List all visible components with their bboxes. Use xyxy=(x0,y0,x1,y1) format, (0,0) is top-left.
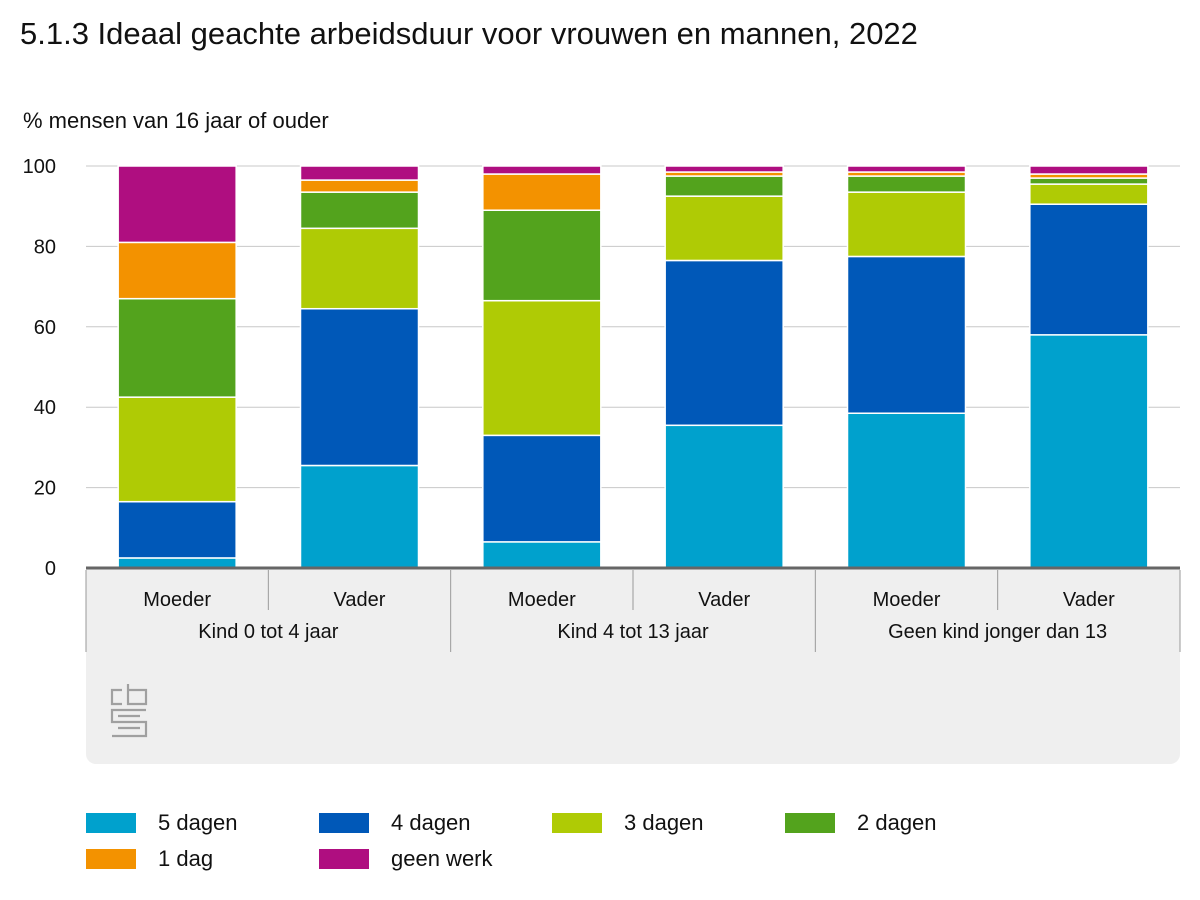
x-axis-labels: Moeder Vader Moeder Vader Moeder Vader Kind 0 … xyxy=(85,570,1181,652)
legend-item: 5 dagen xyxy=(86,810,238,836)
legend-label: 3 dagen xyxy=(624,810,704,835)
x-tick-label: Vader xyxy=(334,589,386,611)
cbs-logo xyxy=(110,684,148,738)
bar-segment-geen-werk xyxy=(664,165,784,173)
legend-label: 4 dagen xyxy=(391,810,471,835)
x-tick-label: Vader xyxy=(1063,589,1115,611)
y-tick-label: 40 xyxy=(34,397,56,419)
legend-label: 5 dagen xyxy=(158,810,238,835)
bar-segment-4-dagen xyxy=(299,307,420,467)
bar-segment-2-dagen xyxy=(482,209,602,302)
bar-segment-4-dagen xyxy=(846,255,967,414)
bar-segment-2-dagen xyxy=(846,175,967,193)
y-tick-label: 80 xyxy=(34,236,56,258)
bar-segment-1-dag xyxy=(482,173,602,211)
bar-segment-3-dagen xyxy=(482,299,602,437)
x-tick-label: Moeder xyxy=(143,589,211,611)
bar-segment-1-dag xyxy=(299,179,420,193)
x-tick-label: Vader xyxy=(698,589,750,611)
legend-label: geen werk xyxy=(391,846,493,871)
bar-segment-4-dagen xyxy=(482,434,602,543)
legend-swatch xyxy=(86,813,136,833)
legend-label: 1 dag xyxy=(158,846,214,871)
bar-segment-1-dag xyxy=(117,241,237,300)
bar-segment-4-dagen xyxy=(117,500,237,559)
bar-segment-2-dagen xyxy=(664,175,784,197)
legend-item: 3 dagen xyxy=(552,810,704,836)
bar-segment-geen-werk xyxy=(482,165,602,175)
gridlines xyxy=(86,165,1180,489)
legend-swatch xyxy=(86,849,136,869)
bar-segment-4-dagen xyxy=(1029,203,1149,336)
bar-segment-5-dagen xyxy=(299,464,420,569)
legend-swatch xyxy=(785,813,835,833)
bar-segment-geen-werk xyxy=(1029,165,1149,175)
legend-item: geen werk xyxy=(319,846,493,872)
bar-segment-3-dagen xyxy=(664,195,784,262)
bar-segment-5-dagen xyxy=(482,541,602,569)
bar-segment-5-dagen xyxy=(117,557,237,569)
legend-item: 4 dagen xyxy=(319,810,471,836)
legend-swatch xyxy=(319,813,369,833)
bar-segment-3-dagen xyxy=(846,191,967,258)
bar-segment-geen-werk xyxy=(299,165,420,181)
bar-segment-geen-werk xyxy=(117,165,237,244)
x-tick-label: Moeder xyxy=(508,589,576,611)
bar-segment-5-dagen xyxy=(846,412,967,569)
bar-segment-5-dagen xyxy=(1029,334,1149,569)
bar-segment-3-dagen xyxy=(299,227,420,310)
x-axis-panel xyxy=(86,568,1180,764)
x-group-label: Kind 0 tot 4 jaar xyxy=(198,621,338,643)
bar-segment-2-dagen xyxy=(299,191,420,230)
y-tick-label: 60 xyxy=(34,317,56,339)
y-axis-unit-label: % mensen van 16 jaar of ouder xyxy=(23,108,329,133)
bar-segment-4-dagen xyxy=(664,259,784,427)
bar-segment-2-dagen xyxy=(117,297,237,398)
y-tick-label: 0 xyxy=(45,558,56,580)
bar-segment-2-dagen xyxy=(1029,177,1149,185)
bar-segment-3-dagen xyxy=(117,396,237,503)
chart-title: 5.1.3 Ideaal geachte arbeidsduur voor vr… xyxy=(20,16,918,51)
legend-label: 2 dagen xyxy=(857,810,937,835)
bar-segment-5-dagen xyxy=(664,424,784,569)
legend-item: 1 dag xyxy=(86,846,213,872)
y-tick-label: 100 xyxy=(23,156,56,178)
bar-segment-geen-werk xyxy=(846,165,967,173)
x-group-label: Kind 4 tot 13 jaar xyxy=(557,621,709,643)
bar-segment-3-dagen xyxy=(1029,183,1149,205)
y-axis-tick-labels: 0 20 40 60 80 100 xyxy=(23,156,56,580)
bars xyxy=(117,165,1149,569)
y-tick-label: 20 xyxy=(34,478,56,500)
x-group-label: Geen kind jonger dan 13 xyxy=(888,621,1107,643)
legend-item: 2 dagen xyxy=(785,810,937,836)
x-tick-label: Moeder xyxy=(873,589,941,611)
legend-swatch xyxy=(319,849,369,869)
legend-swatch xyxy=(552,813,602,833)
